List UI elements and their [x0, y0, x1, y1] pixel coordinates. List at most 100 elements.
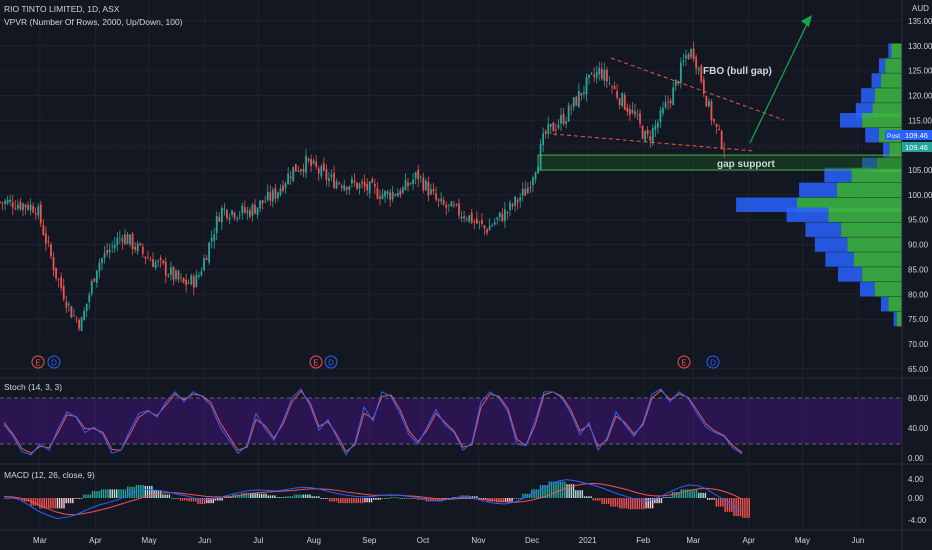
- macd-hist-bar: [680, 489, 682, 498]
- macd-hist-bar: [236, 494, 239, 498]
- candle: [475, 211, 478, 225]
- candle: [228, 213, 231, 224]
- vp-up-bar: [841, 222, 902, 237]
- macd-axis[interactable]: 4.00 0.00 -4.00: [908, 475, 927, 525]
- earnings-marker[interactable]: E: [309, 355, 323, 369]
- candle: [366, 178, 369, 196]
- earnings-marker[interactable]: E: [31, 355, 45, 369]
- candle: [639, 109, 641, 128]
- grid-lines: [0, 0, 902, 530]
- dividend-marker[interactable]: D: [706, 355, 720, 369]
- dividend-marker[interactable]: D: [47, 355, 61, 369]
- candle: [432, 182, 435, 195]
- vp-down-bar: [871, 73, 881, 88]
- candle: [590, 71, 593, 75]
- candle: [460, 210, 463, 223]
- vp-down-bar: [893, 311, 897, 327]
- macd-hist-bar: [662, 497, 665, 498]
- macd-hist-bar: [116, 489, 118, 498]
- candle: [381, 188, 384, 200]
- macd-hist-bar: [36, 498, 39, 506]
- macd-hist-bar: [188, 498, 190, 502]
- candle: [333, 165, 335, 189]
- macd-hist-bar: [344, 498, 346, 504]
- candle: [705, 95, 708, 107]
- vp-up-bar: [862, 113, 902, 128]
- stoch-axis[interactable]: 80.00 40.00 0.00: [908, 394, 929, 463]
- macd-hist-bar: [381, 498, 384, 499]
- macd-hist-bar: [65, 498, 67, 504]
- candle: [532, 175, 534, 193]
- candle: [715, 123, 718, 134]
- macd-hist-bar: [252, 492, 254, 498]
- candle: [373, 178, 376, 194]
- dividend-marker[interactable]: D: [324, 355, 338, 369]
- candle: [27, 201, 29, 212]
- currency-label: AUD: [912, 4, 929, 13]
- vp-up-bar: [888, 296, 902, 312]
- candle: [442, 196, 445, 206]
- macd-hist-bar: [190, 498, 193, 502]
- stoch-title[interactable]: Stoch (14, 3, 3): [4, 382, 62, 392]
- candle: [80, 316, 83, 331]
- candle: [52, 251, 55, 277]
- candle: [562, 107, 565, 126]
- time-axis[interactable]: Mar Apr May Jun Jul Aug Sep Oct Nov Dec 2021 Feb Mar…: [33, 536, 864, 545]
- candle: [169, 261, 172, 281]
- macd-hist-bar: [509, 498, 511, 502]
- macd-hist-bar: [480, 498, 483, 499]
- macd-hist-bar: [724, 498, 726, 512]
- candle: [626, 103, 629, 116]
- candle: [338, 181, 341, 186]
- candle: [664, 95, 667, 110]
- candle: [103, 245, 106, 264]
- candle: [310, 154, 312, 172]
- candle: [50, 242, 52, 260]
- candle: [154, 259, 157, 271]
- candle: [634, 103, 636, 119]
- candle: [213, 227, 216, 249]
- vp-up-bar: [874, 88, 902, 103]
- candle: [526, 182, 529, 194]
- time-tick-label: Oct: [417, 536, 430, 545]
- candle: [246, 206, 249, 220]
- macd-hist-bar: [105, 489, 107, 498]
- macd-hist-bar: [364, 498, 366, 503]
- vp-down-bar: [881, 296, 889, 312]
- candle: [496, 216, 499, 225]
- macd-hist-bar: [278, 497, 280, 498]
- macd-line: [3, 479, 743, 520]
- candle: [386, 189, 389, 199]
- candle: [606, 66, 608, 89]
- macd-hist-bar: [390, 497, 392, 498]
- candle: [16, 199, 19, 211]
- candle: [101, 257, 103, 271]
- macd-hist-bar: [267, 495, 269, 498]
- macd-hist-bar: [537, 489, 540, 498]
- macd-title[interactable]: MACD (12, 26, close, 9): [4, 470, 95, 480]
- symbol-title[interactable]: RIO TINTO LIMITED, 1D, ASX: [4, 4, 120, 14]
- earnings-marker[interactable]: E: [677, 355, 691, 369]
- candle: [702, 76, 705, 98]
- candle: [282, 180, 284, 193]
- macd-hist-bar: [260, 493, 263, 498]
- candle: [118, 230, 121, 245]
- macd-hist-bar: [243, 492, 245, 498]
- candle: [567, 102, 570, 122]
- macd-hist-bar: [432, 498, 434, 502]
- macd-hist-bar: [239, 494, 241, 498]
- candle: [164, 257, 167, 284]
- macd-hist-bar: [704, 492, 707, 498]
- candle: [389, 189, 392, 207]
- indicator-title[interactable]: VPVR (Number Of Rows, 2000, Up/Down, 100…: [4, 17, 183, 27]
- macd-hist-bar: [67, 498, 70, 504]
- candle: [723, 142, 726, 159]
- candle: [96, 270, 98, 288]
- candle: [294, 163, 297, 172]
- macd-hist-bar: [687, 489, 689, 498]
- price-tick-label: 125.00: [908, 67, 932, 76]
- macd-hist-bar: [544, 485, 546, 498]
- candle: [565, 116, 567, 129]
- candle: [570, 103, 573, 116]
- macd-hist-bar: [711, 498, 713, 500]
